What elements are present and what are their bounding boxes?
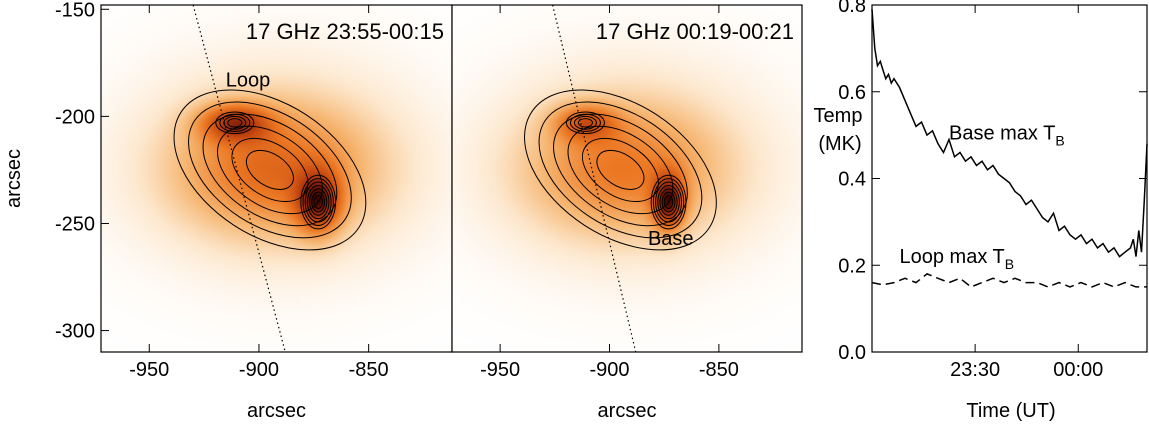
x-tick-label: -950 bbox=[480, 359, 520, 381]
annotation-label: Base bbox=[648, 228, 694, 250]
contour-line bbox=[553, 113, 688, 227]
series-label-sub: B bbox=[1005, 256, 1014, 272]
contour-line bbox=[173, 89, 367, 251]
y-tick-label: 0.8 bbox=[838, 0, 866, 17]
contour-line bbox=[663, 195, 674, 209]
series-label: Loop max TB bbox=[900, 246, 1015, 272]
y-tick-label: 0.0 bbox=[838, 342, 866, 364]
contour-line bbox=[227, 118, 243, 128]
x-tick-label: -900 bbox=[589, 359, 629, 381]
series-label-main: Loop max T bbox=[900, 246, 1005, 268]
panel-2-frame bbox=[451, 4, 803, 353]
contour-line bbox=[596, 149, 645, 190]
y-tick-label: -300 bbox=[55, 321, 95, 343]
contour-line bbox=[188, 101, 352, 239]
x-tick-label: -900 bbox=[239, 359, 279, 381]
line-chart-xlabel: Time (UT) bbox=[966, 400, 1055, 422]
panel-2-image bbox=[452, 5, 802, 352]
contour-line bbox=[306, 184, 330, 220]
contour-line bbox=[231, 137, 309, 203]
contour-line bbox=[216, 125, 323, 215]
panel-1-title: 17 GHz 23:55-00:15 bbox=[246, 19, 444, 44]
contour-line bbox=[573, 115, 597, 130]
ylabel-line1: Temp bbox=[814, 105, 863, 127]
series-label: Base max TB bbox=[949, 122, 1065, 148]
contour-line bbox=[313, 195, 323, 209]
contour-line bbox=[581, 137, 659, 203]
line-chart-frame bbox=[871, 4, 1148, 353]
panel-2-xlabel: arcsec bbox=[598, 400, 657, 422]
y-tick-label: -250 bbox=[55, 213, 95, 235]
x-tick-label: -850 bbox=[349, 359, 389, 381]
contour-line bbox=[245, 149, 294, 190]
x-tick-label: 23:30 bbox=[950, 359, 1000, 381]
annotation-label: Loop bbox=[226, 69, 271, 91]
panel-2-dotted-line bbox=[552, 5, 637, 352]
contour-line bbox=[302, 178, 334, 226]
panel-2-title: 17 GHz 00:19-00:21 bbox=[596, 19, 794, 44]
panel-2: -950 -900 -850 17 GHz 00:19-00:21 Base arcsec bbox=[451, 4, 803, 422]
contour-line bbox=[524, 89, 717, 251]
contour-line bbox=[657, 184, 680, 220]
contour-line bbox=[652, 178, 685, 226]
x-tick-label: -950 bbox=[129, 359, 169, 381]
contour-line bbox=[567, 125, 674, 215]
series-line-0 bbox=[871, 9, 1148, 258]
contour-line bbox=[565, 111, 605, 135]
contour-line bbox=[311, 191, 326, 213]
panel-1: -950 -900 -850 -150 -200 -250 -300 17 GHz 23:55… bbox=[3, 0, 453, 422]
panel-1-dotted-line bbox=[192, 5, 286, 352]
panel-1-contours bbox=[173, 89, 367, 251]
ylabel-line2: (MK) bbox=[818, 133, 861, 155]
contour-line bbox=[661, 191, 676, 213]
contour-line bbox=[538, 101, 703, 239]
x-tick-label: -850 bbox=[699, 359, 739, 381]
y-tick-label: -200 bbox=[55, 106, 95, 128]
contour-line bbox=[215, 111, 255, 135]
y-tick-label: 0.4 bbox=[838, 169, 866, 191]
panel-1-ylabel: arcsec bbox=[3, 149, 25, 208]
contour-line bbox=[202, 113, 338, 227]
contour-line bbox=[659, 188, 678, 216]
panel-1-xlabel: arcsec bbox=[247, 400, 306, 422]
x-tick-label: 00:00 bbox=[1053, 359, 1103, 381]
series-label-main: Base max T bbox=[949, 122, 1055, 144]
y-tick-label: 0.2 bbox=[838, 255, 866, 277]
series-label-sub: B bbox=[1055, 132, 1064, 148]
series-line-1 bbox=[871, 273, 1147, 288]
panel-2-contours bbox=[524, 89, 717, 251]
contour-line bbox=[309, 188, 328, 216]
panel-1-image bbox=[101, 5, 452, 352]
y-tick-label: 0.6 bbox=[838, 82, 866, 104]
line-chart: 0.0 0.2 0.4 0.6 0.8 23:30 00:00 Temp (MK) Time (U… bbox=[814, 0, 1148, 422]
contour-line bbox=[577, 118, 593, 128]
y-tick-label: -150 bbox=[55, 0, 95, 21]
